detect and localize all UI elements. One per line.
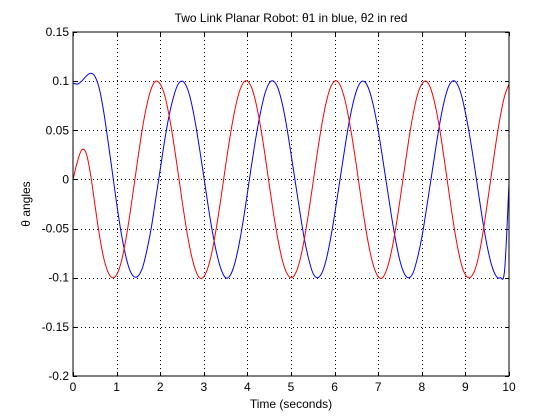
axis-ticks <box>73 32 510 377</box>
x-tick-label: 1 <box>113 380 120 394</box>
y-tick-label: -0.15 <box>42 320 70 334</box>
x-tick-label: 10 <box>502 380 516 394</box>
x-tick-label: 4 <box>244 380 251 394</box>
x-tick-label: 6 <box>331 380 338 394</box>
series-lines <box>72 72 510 280</box>
x-tick-label: 9 <box>462 380 469 394</box>
y-tick-label: -0.1 <box>48 271 69 285</box>
y-tick-label: -0.05 <box>42 222 70 236</box>
series-line-blue <box>72 72 510 280</box>
grid-lines <box>73 32 509 376</box>
x-tick-label: 8 <box>418 380 425 394</box>
x-tick-label: 2 <box>157 380 164 394</box>
x-tick-label: 3 <box>200 380 207 394</box>
y-axis-label: θ angles <box>19 181 33 226</box>
y-tick-label: 0.05 <box>46 123 70 137</box>
y-tick-label: 0.15 <box>46 25 70 39</box>
x-axis-label: Time (seconds) <box>250 397 332 411</box>
chart-title: Two Link Planar Robot: θ1 in blue, θ2 in… <box>175 11 408 25</box>
x-tick-label: 0 <box>70 380 77 394</box>
y-tick-label: -0.2 <box>48 369 69 383</box>
y-tick-label: 0.1 <box>52 74 69 88</box>
series-line-red <box>72 80 510 279</box>
x-tick-label: 7 <box>375 380 382 394</box>
y-tick-label: 0 <box>62 172 69 186</box>
tick-labels: 0 1 2 3 4 5 6 7 8 9 10 -0.2 -0.15 -0.1 -0.05 0 0.05 0.1 0.… <box>42 25 516 394</box>
x-tick-label: 5 <box>288 380 295 394</box>
